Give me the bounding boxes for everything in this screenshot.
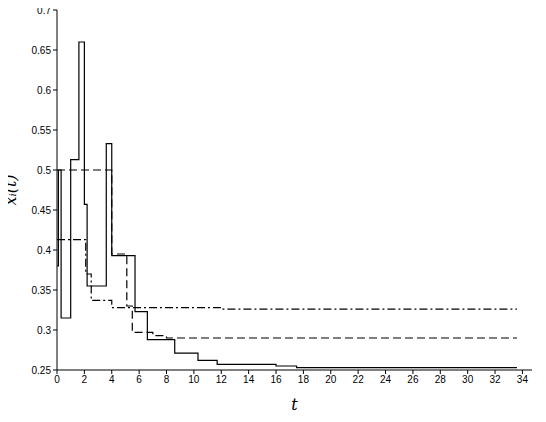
svg-text:12: 12 — [216, 374, 228, 385]
svg-text:14: 14 — [243, 374, 255, 385]
svg-text:0.35: 0.35 — [32, 285, 52, 296]
svg-text:0.4: 0.4 — [37, 245, 51, 256]
svg-text:8: 8 — [164, 374, 170, 385]
svg-text:24: 24 — [380, 374, 392, 385]
svg-text:0.3: 0.3 — [37, 325, 51, 336]
svg-text:0.55: 0.55 — [32, 125, 52, 136]
svg-text:26: 26 — [407, 374, 419, 385]
svg-text:30: 30 — [462, 374, 474, 385]
svg-text:xᵢ(t): xᵢ(t) — [8, 174, 20, 205]
svg-text:0.5: 0.5 — [37, 165, 51, 176]
svg-text:34: 34 — [517, 374, 529, 385]
svg-text:28: 28 — [435, 374, 447, 385]
svg-text:16: 16 — [270, 374, 282, 385]
svg-text:22: 22 — [353, 374, 365, 385]
svg-text:0.7: 0.7 — [37, 8, 51, 16]
svg-text:2: 2 — [82, 374, 88, 385]
svg-text:18: 18 — [298, 374, 310, 385]
svg-text:0.45: 0.45 — [32, 205, 52, 216]
svg-text:20: 20 — [325, 374, 337, 385]
svg-text:0.25: 0.25 — [32, 365, 52, 376]
svg-text:10: 10 — [188, 374, 200, 385]
svg-text:t: t — [291, 395, 298, 414]
svg-text:32: 32 — [489, 374, 501, 385]
svg-text:6: 6 — [136, 374, 142, 385]
svg-text:0.6: 0.6 — [37, 85, 51, 96]
svg-text:4: 4 — [109, 374, 115, 385]
svg-text:0: 0 — [54, 374, 60, 385]
svg-text:0.65: 0.65 — [32, 45, 52, 56]
